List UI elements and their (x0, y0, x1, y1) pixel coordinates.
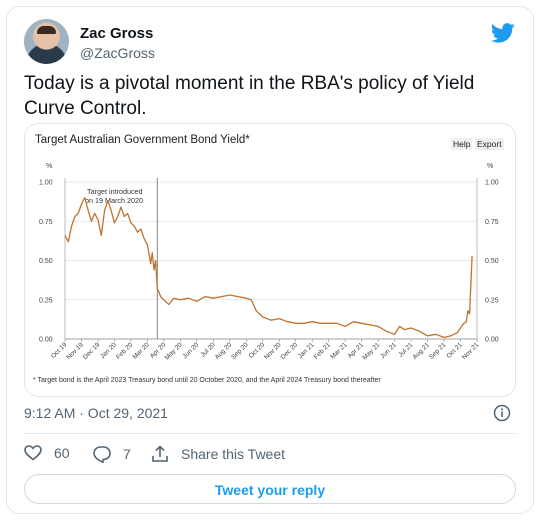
x-tick-label: Dec 19 (82, 341, 102, 361)
y-tick-label-right: 0.50 (485, 258, 499, 265)
share-icon (152, 445, 168, 462)
like-button[interactable]: 60 (24, 445, 70, 461)
x-tick-label: Sep 20 (230, 341, 250, 361)
y-tick-label-left: 0.00 (39, 337, 53, 344)
y-tick-label-left: 1.00 (39, 180, 53, 187)
x-tick-label: Nov 20 (263, 341, 283, 361)
avatar[interactable] (24, 19, 69, 64)
y-tick-label-right: 0.75 (485, 219, 499, 226)
share-label: Share this Tweet (181, 446, 286, 462)
author-name[interactable]: Zac Gross (80, 25, 154, 42)
chart-help-button[interactable]: Help (451, 138, 473, 150)
chart-title: Target Australian Government Bond Yield* (35, 134, 250, 146)
x-tick-label: May 21 (362, 341, 382, 361)
y-tick-label-left: 0.50 (39, 258, 53, 265)
tweet-timestamp[interactable]: 9:12 AM · Oct 29, 2021 (24, 405, 168, 421)
series-line (64, 197, 473, 339)
tweet-text: Today is a pivotal moment in the RBA's p… (24, 73, 475, 119)
like-count: 60 (54, 445, 70, 461)
tweet-card: Zac Gross @ZacGross Today is a pivotal m… (6, 6, 534, 514)
yield-chart: % % 0.00 0.00 0.25 0.25 0.50 0.50 0.75 0.75 1.00 1.… (39, 163, 499, 361)
x-tick-label: Mar 21 (329, 341, 349, 361)
chart-annotation: Target introduced on 19 March 2020 (85, 187, 143, 205)
heart-icon (24, 445, 42, 461)
y-tick-label-left: 0.25 (39, 297, 53, 304)
x-tick-label: Dec 20 (280, 341, 300, 361)
x-tick-label: Aug 20 (214, 341, 234, 361)
x-tick-label: Jun 20 (181, 341, 200, 360)
share-button[interactable]: Share this Tweet (151, 445, 285, 463)
reply-button[interactable]: 7 (93, 445, 131, 463)
chart-footnote: * Target bond is the April 2023 Treasury… (33, 377, 381, 384)
y-tick-label-right: 1.00 (485, 180, 499, 187)
chart-card[interactable]: Target Australian Government Bond Yield*… (24, 123, 516, 397)
y-tick-label-right: 0.25 (485, 297, 499, 304)
reply-count: 7 (123, 446, 131, 462)
x-tick-label: Aug 21 (411, 341, 431, 361)
x-tick-label: May 20 (164, 341, 184, 361)
x-tick-label: Feb 20 (115, 341, 135, 361)
x-tick-label: Jun 21 (379, 341, 398, 360)
y-tick-label-left: 0.75 (39, 219, 53, 226)
reply-icon (93, 446, 111, 463)
author-handle[interactable]: @ZacGross (80, 45, 155, 61)
x-tick-label: Nov 21 (461, 341, 481, 361)
y-unit-left: % (46, 163, 52, 170)
x-tick-label: Sep 21 (428, 341, 448, 361)
chart-export-button[interactable]: Export (475, 138, 504, 150)
x-tick-label: Nov 19 (65, 341, 85, 361)
tweet-reply-button[interactable]: Tweet your reply (24, 474, 516, 504)
x-tick-label: Mar 20 (132, 341, 152, 361)
y-unit-right: % (487, 163, 493, 170)
twitter-bird-icon (491, 23, 515, 43)
y-tick-label-right: 0.00 (485, 337, 499, 344)
divider (24, 433, 516, 434)
info-icon[interactable] (493, 404, 511, 422)
x-tick-label: Feb 21 (313, 341, 333, 361)
